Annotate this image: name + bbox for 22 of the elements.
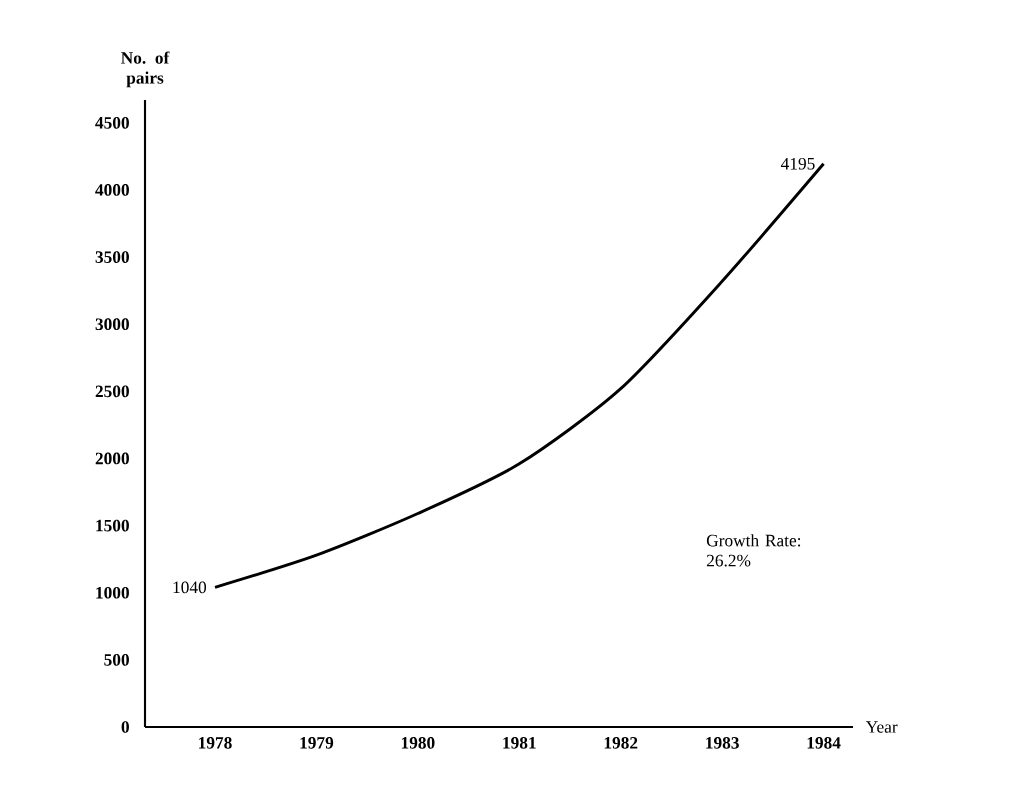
y-tick-label: 2000 xyxy=(95,452,129,465)
y-tick-label: 500 xyxy=(104,654,129,666)
x-axis-title: Year xyxy=(865,721,898,733)
y-tick-label: 3000 xyxy=(95,318,129,331)
x-tick-label: 1984 xyxy=(807,737,841,749)
y-tick-label: 1500 xyxy=(96,519,129,532)
data-label: 4195 xyxy=(780,157,815,170)
y-axis-title: No. of pairs xyxy=(121,51,170,88)
x-tick-label: 1979 xyxy=(300,737,334,749)
data-label: 1040 xyxy=(173,581,207,594)
y-tick-label: 4000 xyxy=(95,184,129,196)
y-tick-label: 1000 xyxy=(96,586,129,599)
y-tick-label: 3500 xyxy=(95,251,129,263)
x-tick-label: 1983 xyxy=(706,737,739,749)
y-tick-label: 2500 xyxy=(95,385,129,398)
y-tick-label: 0 xyxy=(121,721,129,733)
annotation: Growth Rate: 26.2% xyxy=(706,534,801,567)
x-tick-label: 1981 xyxy=(503,737,536,749)
y-tick-label: 4500 xyxy=(95,116,129,129)
x-tick-label: 1980 xyxy=(401,737,435,749)
x-tick-label: 1978 xyxy=(199,737,232,749)
x-tick-label: 1982 xyxy=(604,737,638,749)
